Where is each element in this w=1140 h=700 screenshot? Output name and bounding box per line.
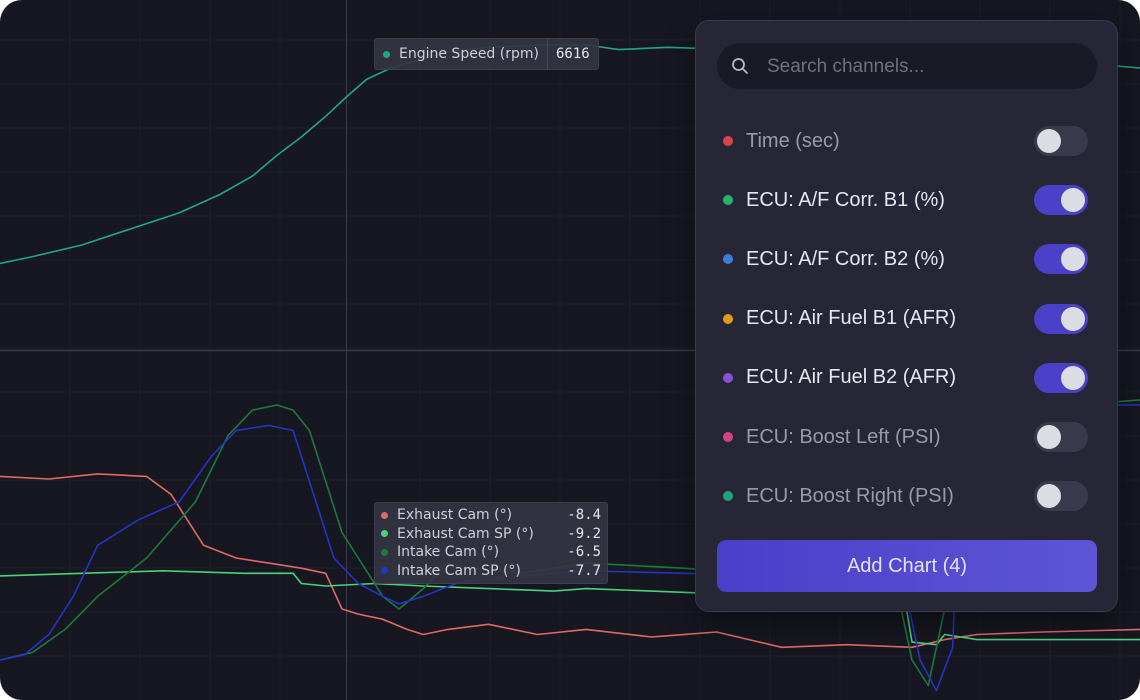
channel-toggle[interactable] xyxy=(1034,185,1088,216)
channel-label: ECU: A/F Corr. B1 (%) xyxy=(746,188,945,211)
series-line xyxy=(0,473,1140,649)
channel-color-dot xyxy=(723,313,733,324)
series-dot xyxy=(381,567,388,575)
series-line xyxy=(0,570,1140,646)
tooltip-engine-speed: Engine Speed (rpm) 6616 xyxy=(374,38,599,70)
tooltip-label: Intake Cam SP (°) xyxy=(397,562,521,579)
channel-toggle[interactable] xyxy=(1034,362,1088,393)
tooltip-value: -8.4 xyxy=(567,507,601,524)
channel-toggle[interactable] xyxy=(1034,244,1088,275)
tooltip-label: Exhaust Cam SP (°) xyxy=(397,525,534,542)
tooltip-label: Exhaust Cam (°) xyxy=(397,507,513,524)
search-input[interactable] xyxy=(765,43,1089,91)
tooltip-value: -9.2 xyxy=(567,525,601,542)
channel-toggle[interactable] xyxy=(1034,481,1088,512)
tooltip-row: Exhaust Cam (°) -8.4 xyxy=(375,506,607,525)
channel-label: ECU: Boost Left (PSI) xyxy=(746,425,941,448)
channel-toggle[interactable] xyxy=(1034,422,1088,452)
toggle-knob xyxy=(1037,129,1061,153)
search-icon xyxy=(732,58,748,74)
channel-item[interactable]: ECU: A/F Corr. B1 (%) xyxy=(716,180,1088,220)
channel-toggle[interactable] xyxy=(1034,126,1088,156)
channel-color-dot xyxy=(723,254,733,265)
toggle-knob xyxy=(1061,365,1085,390)
tooltip-value: -6.5 xyxy=(567,544,601,561)
tooltip-row: Intake Cam (°) -6.5 xyxy=(375,543,607,562)
channel-color-dot xyxy=(723,195,733,206)
channel-color-dot xyxy=(723,372,733,383)
tooltip-value: 6616 xyxy=(555,46,590,62)
tooltip-divider xyxy=(546,39,548,69)
toggle-knob xyxy=(1061,247,1085,272)
channel-color-dot xyxy=(723,136,733,146)
series-dot xyxy=(381,511,388,519)
channel-item[interactable]: Time (sec) xyxy=(716,121,1088,161)
series-line xyxy=(0,404,1140,692)
tooltip-label: Intake Cam (°) xyxy=(397,544,500,561)
channel-color-dot xyxy=(723,491,733,502)
channel-label: ECU: Air Fuel B1 (AFR) xyxy=(746,307,957,330)
series-line xyxy=(0,399,1140,687)
channel-item[interactable]: ECU: Boost Left (PSI) xyxy=(716,417,1088,457)
channel-label: Time (sec) xyxy=(746,129,840,152)
series-dot xyxy=(381,548,388,556)
channel-panel: Time (sec) ECU: A/F Corr. B1 (%) ECU: A/F … xyxy=(695,20,1118,612)
tooltip-row: Intake Cam SP (°) -7.7 xyxy=(375,562,607,581)
channel-item[interactable]: ECU: Boost Right (PSI) xyxy=(716,476,1088,516)
toggle-knob xyxy=(1061,188,1085,213)
tooltip-value: -7.7 xyxy=(567,562,601,579)
series-dot xyxy=(381,530,388,538)
tooltip-cams: Exhaust Cam (°) -8.4 Exhaust Cam SP (°) -9.… xyxy=(374,502,608,584)
channel-item[interactable]: ECU: A/F Corr. B2 (%) xyxy=(716,239,1088,279)
toggle-knob xyxy=(1061,306,1085,331)
channel-label: ECU: Air Fuel B2 (AFR) xyxy=(746,366,957,389)
channel-item[interactable]: ECU: Air Fuel B2 (AFR) xyxy=(716,358,1088,398)
toggle-knob xyxy=(1037,425,1061,449)
tooltip-row: Exhaust Cam SP (°) -9.2 xyxy=(375,525,607,544)
channel-item[interactable]: ECU: Air Fuel B1 (AFR) xyxy=(716,299,1088,339)
tooltip-label: Engine Speed (rpm) xyxy=(399,46,539,62)
search-box xyxy=(717,43,1097,91)
add-chart-button[interactable]: Add Chart (4) xyxy=(717,540,1097,592)
channel-label: ECU: Boost Right (PSI) xyxy=(746,484,954,507)
channel-color-dot xyxy=(723,432,733,442)
channel-toggle[interactable] xyxy=(1034,303,1088,334)
series-dot xyxy=(383,50,390,58)
channel-label: ECU: A/F Corr. B2 (%) xyxy=(746,247,945,270)
toggle-knob xyxy=(1037,484,1061,509)
